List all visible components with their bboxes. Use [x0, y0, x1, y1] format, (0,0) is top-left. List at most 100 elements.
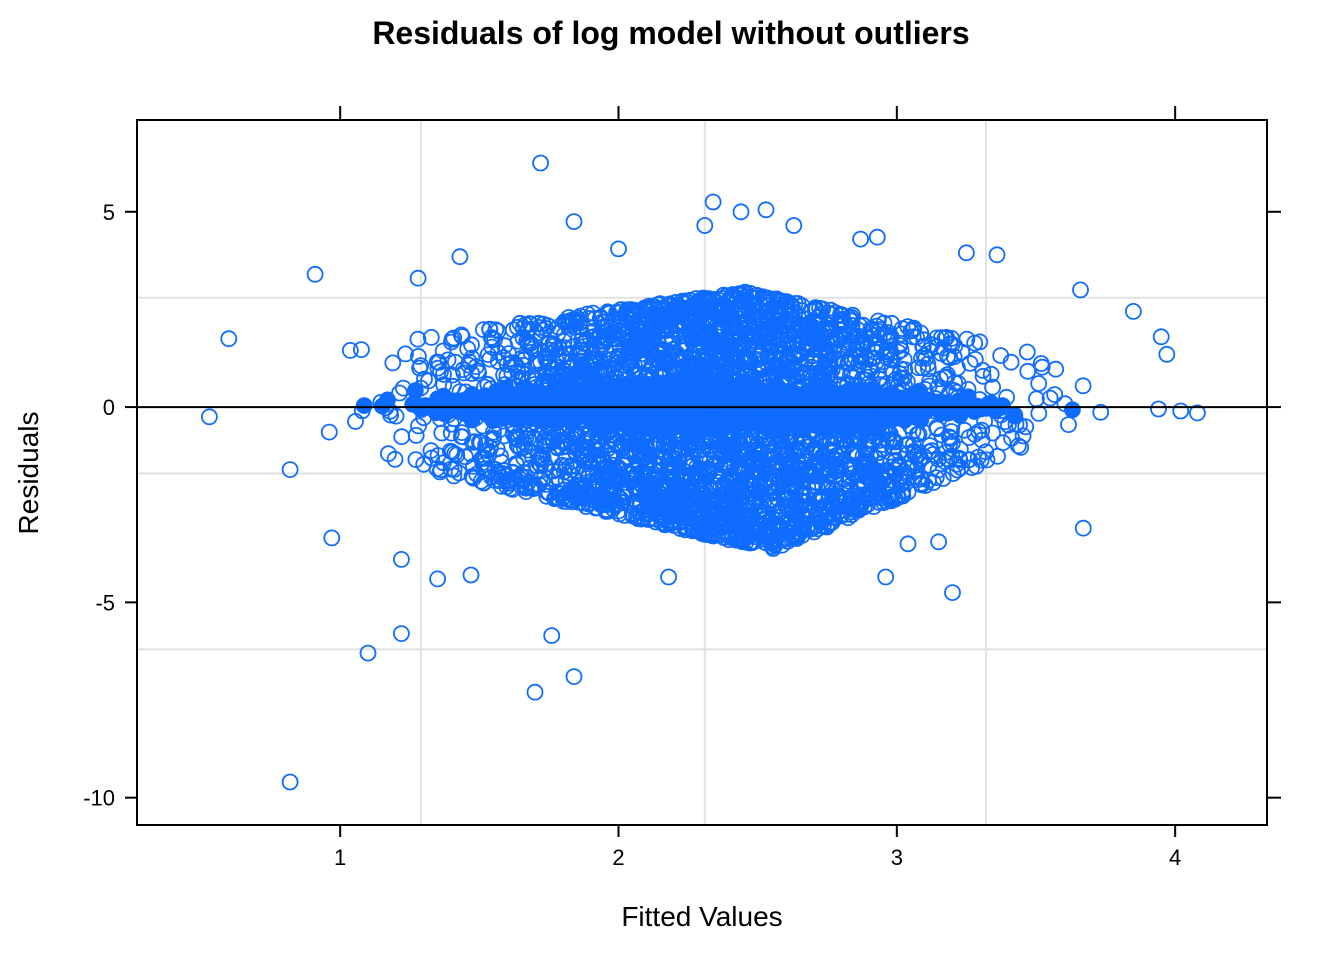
data-point — [515, 438, 533, 456]
data-point — [638, 438, 655, 456]
data-point — [982, 365, 1000, 383]
data-point — [989, 447, 1006, 465]
data-point — [662, 456, 680, 474]
data-point — [862, 320, 880, 337]
data-point — [410, 417, 427, 435]
data-point — [1017, 418, 1035, 436]
data-point — [463, 336, 480, 354]
data-point — [633, 463, 650, 481]
data-point — [495, 427, 513, 445]
data-point — [1047, 360, 1065, 378]
data-point — [951, 451, 969, 469]
data-point — [515, 356, 533, 374]
data-point — [882, 330, 899, 348]
data-point — [978, 451, 996, 469]
data-point — [977, 443, 995, 461]
data-point — [722, 342, 740, 359]
data-point — [509, 318, 526, 336]
data-point — [806, 476, 824, 494]
data-point — [691, 493, 709, 511]
data-point — [517, 479, 534, 497]
data-point — [934, 470, 952, 487]
data-point — [914, 359, 932, 377]
data-point — [504, 463, 521, 481]
data-point — [884, 364, 902, 382]
data-point — [864, 350, 881, 368]
data-point — [409, 347, 427, 365]
data-point — [944, 465, 962, 483]
data-point — [477, 449, 494, 467]
data-point — [515, 433, 533, 451]
data-point — [847, 348, 864, 366]
data-point — [1028, 390, 1045, 408]
data-point — [751, 477, 768, 495]
data-point — [625, 301, 643, 319]
data-point — [1030, 375, 1048, 392]
data-point — [911, 452, 929, 469]
data-point — [791, 496, 808, 514]
data-point — [423, 449, 441, 467]
data-point — [639, 458, 656, 476]
data-point — [432, 363, 449, 381]
data-point — [1074, 377, 1092, 395]
data-point — [755, 318, 772, 335]
data-point — [677, 441, 694, 458]
data-point — [1041, 389, 1059, 407]
data-point — [560, 309, 578, 326]
data-point — [515, 449, 533, 467]
data-point — [534, 449, 552, 467]
data-point — [591, 344, 609, 361]
data-point — [1032, 355, 1050, 372]
data-point — [690, 463, 708, 481]
data-point — [442, 460, 460, 478]
data-point — [879, 489, 897, 507]
data-point — [781, 306, 799, 324]
data-point — [428, 460, 446, 478]
data-point — [641, 321, 659, 339]
data-point — [648, 435, 666, 453]
data-point — [852, 333, 870, 351]
data-point — [1092, 403, 1110, 421]
data-point — [525, 480, 542, 498]
data-point — [1060, 416, 1077, 434]
data-point — [459, 340, 477, 358]
data-point — [536, 468, 553, 486]
data-point — [867, 450, 885, 468]
data-point — [711, 456, 729, 474]
data-point — [537, 475, 554, 493]
data-point — [733, 518, 750, 536]
data-point — [411, 359, 429, 377]
data-point — [433, 424, 451, 442]
data-point — [347, 412, 364, 430]
data-point — [589, 341, 606, 359]
data-point — [384, 354, 402, 372]
data-point — [915, 448, 933, 465]
data-point — [409, 330, 427, 348]
data-point — [1010, 437, 1027, 455]
data-point — [422, 328, 440, 346]
data-point — [942, 429, 960, 447]
data-point — [849, 477, 867, 495]
data-point — [971, 333, 989, 351]
data-point — [568, 309, 586, 327]
data-point — [555, 326, 573, 344]
data-point — [800, 486, 818, 504]
data-point — [481, 320, 499, 338]
data-point — [872, 465, 890, 482]
data-point — [820, 479, 837, 497]
data-point — [879, 332, 897, 350]
data-point — [881, 341, 899, 359]
data-point — [966, 350, 984, 368]
data-point — [524, 368, 541, 386]
data-point — [320, 423, 338, 441]
data-point — [1030, 404, 1048, 422]
data-point — [974, 367, 992, 385]
data-point — [782, 496, 800, 514]
data-point — [442, 333, 460, 351]
data-point — [463, 365, 481, 382]
data-point — [937, 444, 954, 462]
data-point — [794, 487, 811, 505]
data-point — [393, 428, 411, 446]
chart-title: Residuals of log model without outliers — [372, 15, 969, 51]
data-point — [352, 341, 370, 359]
